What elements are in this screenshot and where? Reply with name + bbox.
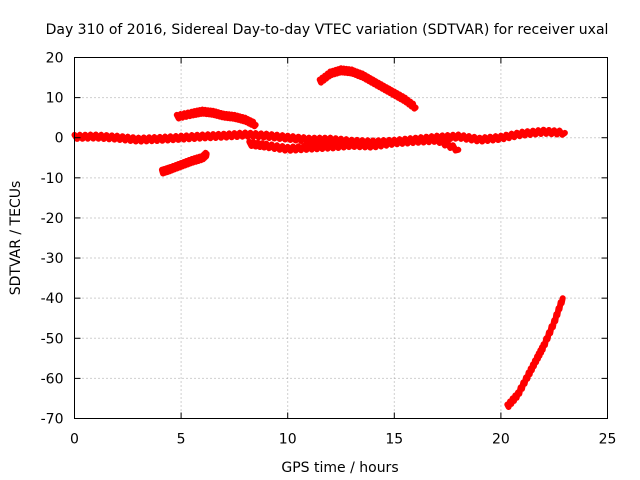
x-tick-label: 10 xyxy=(279,432,297,448)
plot-frame xyxy=(74,57,608,419)
y-tick-label: -30 xyxy=(41,251,64,267)
series-arc-near-zero-1-jitter xyxy=(73,126,566,144)
y-tick-label: 0 xyxy=(55,131,64,147)
x-axis-label: GPS time / hours xyxy=(281,460,398,476)
x-tick-label: 0 xyxy=(70,432,79,448)
y-tick-label: 20 xyxy=(46,51,64,67)
y-tick-label: -50 xyxy=(41,331,64,347)
data-series xyxy=(71,65,568,410)
series-arc-mid-hump-jitter xyxy=(175,106,257,126)
y-tick-label: -70 xyxy=(41,412,64,428)
y-tick-label: -60 xyxy=(41,371,64,387)
axis-ticks: 0 5 10 15 20 25 20 10 0 -10 -20 -30 -40 -50 -60 -70 xyxy=(41,51,617,448)
x-tick-label: 25 xyxy=(599,432,617,448)
y-tick-label: -10 xyxy=(41,171,64,187)
x-tick-label: 15 xyxy=(385,432,403,448)
series-arc-near-zero-2-jitter xyxy=(248,134,460,150)
series-arc-near-zero-2 xyxy=(246,134,462,154)
chart-title: Day 310 of 2016, Sidereal Day-to-day VTE… xyxy=(46,22,609,38)
x-tick-label: 20 xyxy=(492,432,510,448)
series-arc-early-rise-jitter xyxy=(160,149,208,173)
series-arc-high-hump-jitter xyxy=(318,65,417,108)
x-tick-label: 5 xyxy=(177,432,186,448)
series-arc-near-zero-1 xyxy=(71,126,568,148)
y-tick-label: -20 xyxy=(41,211,64,227)
y-axis-label: SDTVAR / TECUs xyxy=(8,181,24,296)
series-arc-steep-drop-jitter xyxy=(506,295,564,406)
y-tick-label: 10 xyxy=(46,91,64,107)
y-tick-label: -40 xyxy=(41,291,64,307)
